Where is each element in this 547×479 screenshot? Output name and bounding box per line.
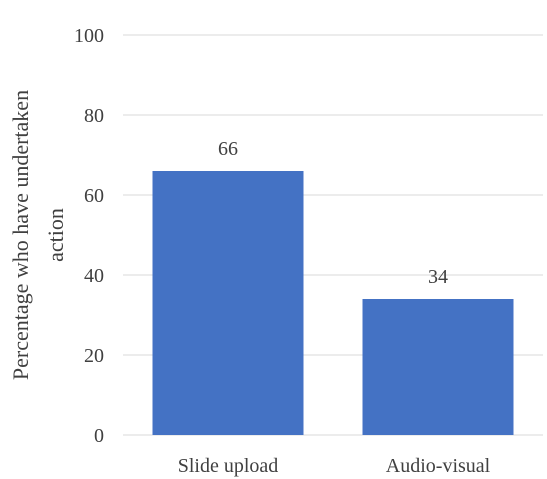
bar-0 [152, 171, 304, 435]
y-tick-label-0: 0 [94, 425, 104, 447]
y-tick-label-60: 60 [84, 185, 104, 207]
y-axis-ticks: 0 20 40 60 80 100 [74, 25, 104, 447]
data-labels: 66 34 [218, 138, 448, 288]
y-axis-title-line-1: Percentage who have undertaken [8, 90, 33, 380]
category-label-0: Slide upload [178, 455, 279, 477]
y-tick-label-20: 20 [84, 345, 104, 367]
y-axis-title: Percentage who have undertaken action [8, 90, 68, 380]
y-tick-label-40: 40 [84, 265, 104, 287]
category-label-1: Audio-visual [386, 455, 491, 477]
y-axis-title-line-2: action [43, 208, 68, 262]
data-label-0: 66 [218, 138, 238, 160]
x-axis-categories: Slide upload Audio-visual [178, 455, 491, 477]
bars [152, 171, 514, 435]
bar-1 [362, 299, 514, 435]
data-label-1: 34 [428, 266, 448, 288]
y-tick-label-80: 80 [84, 105, 104, 127]
y-tick-label-100: 100 [74, 25, 104, 47]
